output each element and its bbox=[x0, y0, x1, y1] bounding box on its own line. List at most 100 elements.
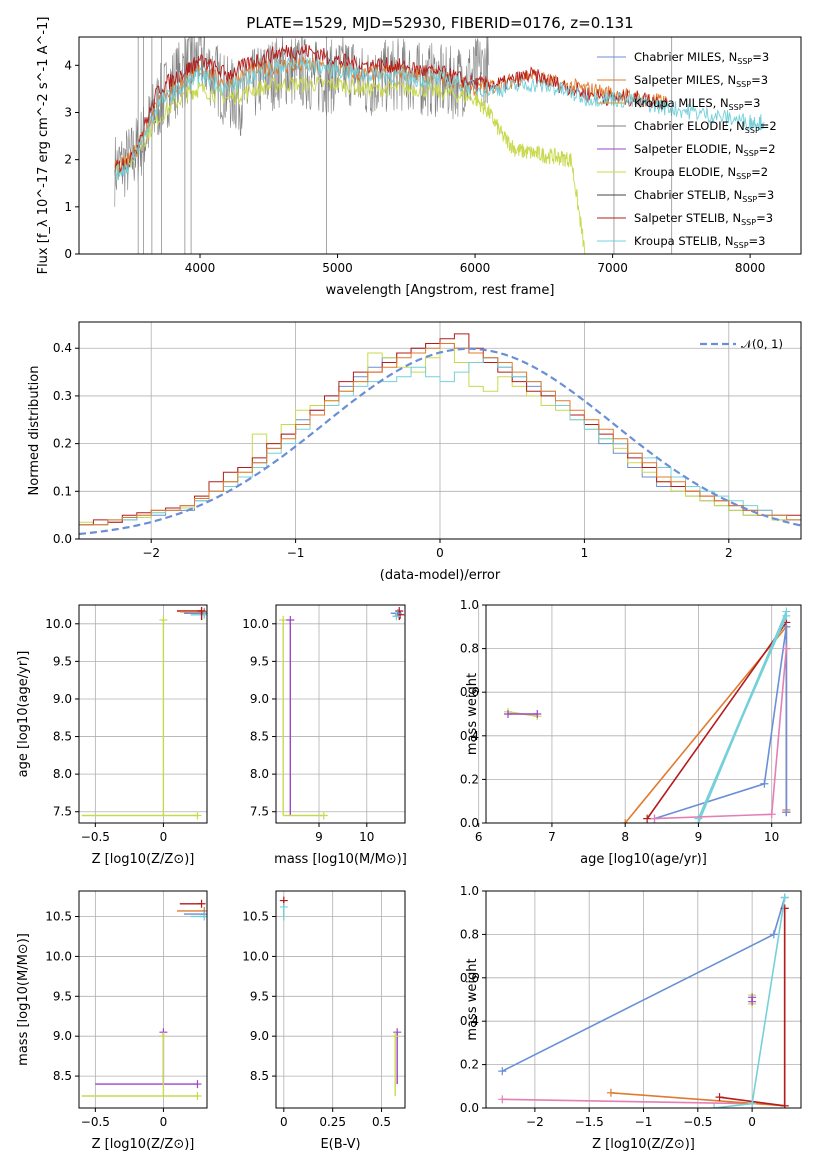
y-tick-label: 8.0 bbox=[53, 767, 72, 781]
y-tick-label: 8.5 bbox=[250, 730, 269, 744]
y-tick-label: 1.0 bbox=[460, 598, 479, 612]
y-tick-label: 10.0 bbox=[242, 949, 269, 963]
y-tick-label: 10.0 bbox=[45, 617, 72, 631]
x-axis-label: E(B-V) bbox=[320, 1137, 360, 1152]
plot-area-age_mass bbox=[279, 607, 405, 820]
y-tick-label: 9.0 bbox=[250, 692, 269, 706]
x-axis-label: mass [log10(M/M⊙)] bbox=[274, 852, 407, 867]
plot-area-mw_age bbox=[503, 607, 791, 823]
axes-frame bbox=[78, 890, 208, 1109]
plot-area-mw_z bbox=[498, 893, 789, 1108]
y-tick-label: 2 bbox=[64, 153, 72, 167]
legend-entry-km: Kroupa MILES, NSSP=3 bbox=[634, 96, 760, 112]
histogram-step-sm bbox=[79, 343, 801, 526]
y-tick-label: 7.5 bbox=[250, 805, 269, 819]
x-tick-label: −0.5 bbox=[81, 1115, 110, 1129]
y-tick-label: 9.0 bbox=[53, 1029, 72, 1043]
point-marker bbox=[780, 1101, 789, 1108]
x-tick-label: 9 bbox=[315, 830, 323, 844]
legend-entry-ks: Kroupa STELIB, NSSP=3 bbox=[634, 234, 765, 250]
panel-mass_z: −0.5 0 8.5 9.0 9.5 10.0 10.5 Z [log10(Z/Z⊙)] mas… bbox=[16, 890, 208, 1152]
point-marker bbox=[159, 616, 168, 625]
x-tick-label: −0.5 bbox=[683, 1115, 712, 1129]
point-marker bbox=[621, 819, 630, 823]
y-tick-label: 3 bbox=[64, 105, 72, 119]
point-marker bbox=[392, 612, 401, 621]
x-tick-label: 0 bbox=[160, 830, 168, 844]
y-tick-label: 4 bbox=[64, 58, 72, 72]
point-marker bbox=[319, 811, 328, 820]
x-tick-label: 10 bbox=[359, 830, 374, 844]
point-marker bbox=[159, 1032, 168, 1041]
x-tick-label: 4000 bbox=[185, 261, 216, 275]
panel-mass_ebv: 0 0.25 0.5 8.5 9.0 9.5 10.0 10.5 E(B-V) bbox=[242, 890, 406, 1152]
x-tick-label: 2 bbox=[725, 546, 733, 560]
spectrum-line-ke bbox=[114, 76, 586, 254]
y-tick-label: 10.0 bbox=[45, 949, 72, 963]
point-marker bbox=[279, 902, 288, 911]
x-axis-label: Z [log10(Z/Z⊙)] bbox=[92, 1137, 195, 1152]
weight-line-pink bbox=[654, 648, 788, 820]
point-marker bbox=[769, 930, 778, 939]
point-marker bbox=[782, 644, 791, 653]
y-tick-label: 0.1 bbox=[53, 484, 72, 498]
point-marker bbox=[533, 710, 542, 718]
point-marker bbox=[197, 899, 206, 908]
weight-line-ks bbox=[697, 611, 788, 823]
point-marker bbox=[715, 1093, 724, 1102]
y-tick-label: 9.5 bbox=[250, 989, 269, 1003]
x-tick-label: 7 bbox=[548, 830, 556, 844]
x-tick-label: −1 bbox=[287, 546, 305, 560]
normal-curve bbox=[79, 347, 801, 536]
x-tick-label: 0 bbox=[160, 1115, 168, 1129]
point-marker bbox=[286, 616, 295, 625]
x-tick-label: 0 bbox=[280, 1115, 288, 1129]
legend-entry-normal: 𝒩(0, 1) bbox=[741, 337, 783, 351]
point-marker bbox=[391, 1032, 400, 1041]
x-axis-label: (data-model)/error bbox=[380, 568, 501, 583]
y-tick-label: 10.0 bbox=[242, 617, 269, 631]
legend-entry-ce: Chabrier ELODIE, NSSP=2 bbox=[634, 119, 777, 135]
x-axis-label: Z [log10(Z/Z⊙)] bbox=[592, 1137, 695, 1152]
point-marker bbox=[503, 710, 512, 718]
point-marker bbox=[393, 1028, 402, 1037]
x-tick-label: 6 bbox=[475, 830, 483, 844]
y-tick-label: 1 bbox=[64, 200, 72, 214]
point-marker bbox=[279, 616, 288, 625]
x-tick-label: −0.5 bbox=[81, 830, 110, 844]
figure-title: PLATE=1529, MJD=52930, FIBERID=0176, z=0… bbox=[246, 14, 633, 32]
y-tick-label: 9.5 bbox=[53, 989, 72, 1003]
plot-area-mass_z bbox=[81, 899, 207, 1101]
y-axis-label: Normed distribution bbox=[27, 366, 42, 496]
y-tick-label: 0.6 bbox=[460, 971, 479, 985]
x-axis-label: age [log10(age/yr)] bbox=[580, 852, 707, 867]
y-axis-label: Flux [f_λ 10^-17 erg cm^-2 s^-1 A^-1] bbox=[36, 17, 51, 275]
x-tick-label: 9 bbox=[695, 830, 703, 844]
weight-line-ks bbox=[714, 897, 786, 1108]
panel-age_z: −0.5 0 7.5 8.0 8.5 9.0 9.5 10.0 Z [log10(Z/Z⊙)] a… bbox=[16, 604, 208, 867]
axes-frame bbox=[78, 36, 802, 255]
y-tick-label: 0.8 bbox=[460, 642, 479, 656]
x-tick-label: 10 bbox=[764, 830, 779, 844]
x-tick-label: 0 bbox=[748, 1115, 756, 1129]
legend-entry-ss: Salpeter STELIB, NSSP=3 bbox=[634, 211, 773, 227]
y-tick-label: 0 bbox=[64, 247, 72, 261]
axes-frame bbox=[485, 604, 802, 824]
x-tick-label: 7000 bbox=[597, 261, 628, 275]
y-axis-label: mass weight bbox=[465, 958, 480, 1040]
x-tick-label: 8 bbox=[621, 830, 629, 844]
y-tick-label: 9.5 bbox=[250, 654, 269, 668]
point-marker bbox=[760, 779, 769, 788]
point-marker bbox=[197, 607, 206, 616]
panel-mw_z: −2 −1.5 −1 −0.5 0 0.0 0.2 0.4 0.6 0.8 1.0 Z [log10(… bbox=[460, 884, 802, 1152]
y-tick-label: 9.0 bbox=[250, 1029, 269, 1043]
point-marker bbox=[767, 810, 776, 819]
spectrum-line-ks bbox=[114, 57, 765, 181]
point-marker bbox=[606, 1088, 615, 1097]
x-tick-label: −2 bbox=[526, 1115, 544, 1129]
y-tick-label: 0.6 bbox=[460, 685, 479, 699]
point-marker bbox=[780, 893, 789, 902]
point-marker bbox=[710, 1104, 719, 1108]
axes-frame bbox=[78, 604, 208, 824]
plot-area-age_z bbox=[81, 607, 207, 820]
